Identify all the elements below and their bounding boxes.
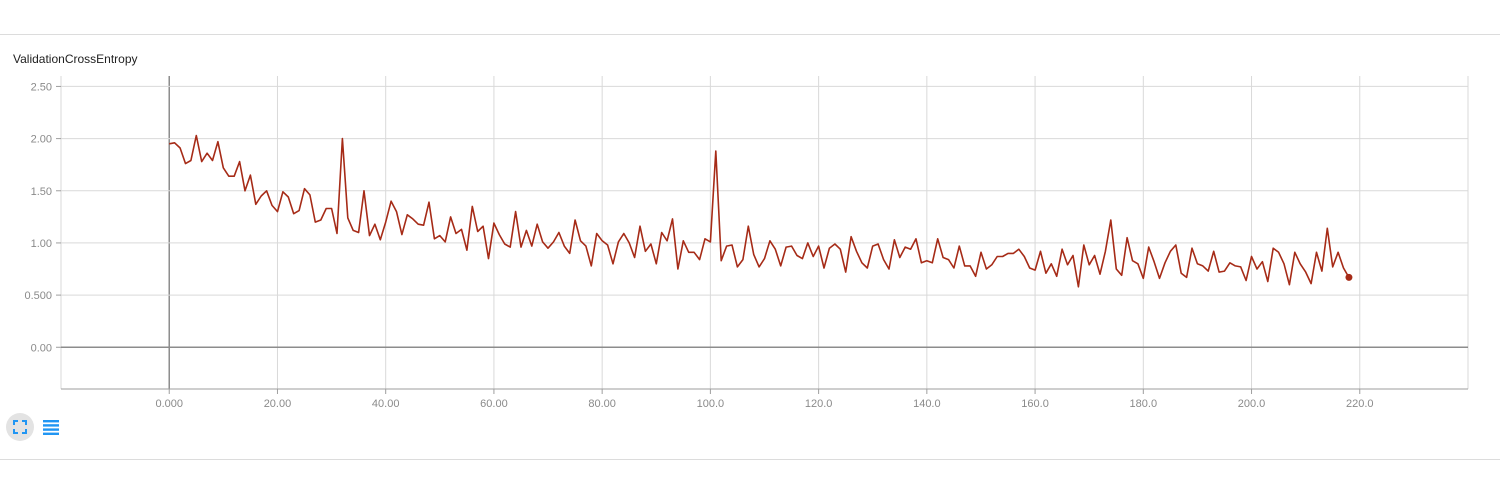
y-tick-label: 0.00 (31, 342, 52, 354)
y-tick-label: 2.50 (31, 81, 52, 93)
y-tick-label: 1.00 (31, 238, 52, 250)
x-tick-label: 120.0 (805, 398, 833, 410)
x-tick-label: 0.000 (155, 398, 183, 410)
expand-chart-button[interactable] (6, 413, 34, 441)
series-layer (169, 134, 1353, 288)
x-tick-label: 220.0 (1346, 398, 1374, 410)
grid (60, 76, 1469, 389)
axes (56, 85, 1468, 394)
x-tick-label: 100.0 (697, 398, 725, 410)
x-tick-label: 60.00 (480, 398, 508, 410)
series-line[interactable] (169, 134, 1350, 288)
bottom-divider (0, 459, 1500, 460)
y-tick-label: 1.50 (31, 186, 52, 198)
toggle-data-button[interactable] (37, 413, 65, 441)
fullscreen-icon (13, 420, 27, 434)
series-last-point[interactable] (1345, 273, 1353, 281)
y-tick-label: 2.00 (31, 134, 52, 146)
tick-labels: 0.000 20.00 40.00 60.00 80.00 100.0 120.0 140.0… (24, 81, 1373, 410)
list-lines-icon (43, 420, 59, 435)
x-tick-label: 200.0 (1238, 398, 1266, 410)
x-tick-label: 160.0 (1021, 398, 1049, 410)
top-divider (0, 34, 1500, 35)
x-tick-label: 40.00 (372, 398, 400, 410)
x-tick-label: 180.0 (1130, 398, 1158, 410)
chart-title: ValidationCrossEntropy (13, 52, 138, 66)
x-tick-label: 20.00 (264, 398, 292, 410)
y-tick-label: 0.500 (24, 290, 52, 302)
x-tick-label: 80.00 (588, 398, 616, 410)
x-tick-label: 140.0 (913, 398, 941, 410)
